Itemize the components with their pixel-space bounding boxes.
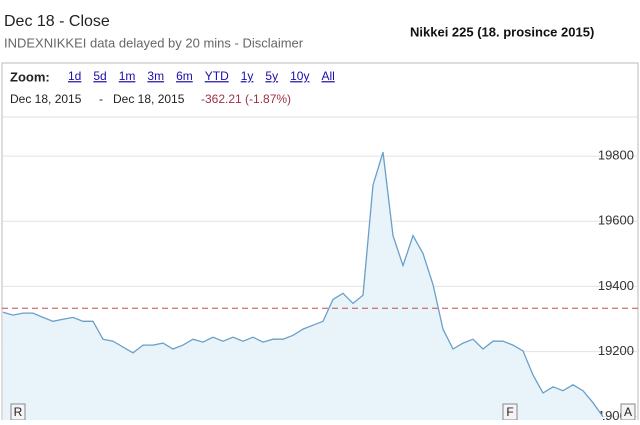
change: -362.21 (-1.87%) (201, 92, 291, 106)
close-label: Dec 18 - Close (4, 13, 110, 30)
zoom-option[interactable]: 1y (241, 69, 254, 83)
zoom-option[interactable]: 5d (93, 69, 106, 83)
zoom-label: Zoom: (10, 69, 50, 84)
y-tick-label: 19800 (598, 148, 634, 163)
flag[interactable]: F (506, 405, 513, 419)
zoom-option[interactable]: 1d (68, 69, 81, 83)
zoom-option[interactable]: YTD (205, 69, 229, 83)
price-line (2, 152, 604, 418)
zoom-option[interactable]: 1m (119, 69, 136, 83)
source-note: INDEXNIKKEI data delayed by 20 mins - Di… (4, 35, 304, 50)
caption: Nikkei 225 (18. prosince 2015) (410, 24, 594, 39)
zoom-option[interactable]: 5y (265, 69, 278, 83)
y-tick-label: 19400 (598, 278, 634, 293)
range-separator: - (99, 92, 103, 106)
y-tick-label: 19200 (598, 343, 634, 358)
flag[interactable]: R (14, 405, 23, 419)
zoom-option[interactable]: All (321, 69, 334, 83)
range-end: Dec 18, 2015 (113, 92, 185, 106)
zoom-options: 1d 5d 1m 3m 6m YTD 1y 5y 10y All (68, 69, 335, 83)
flag[interactable]: A (624, 405, 632, 419)
zoom-option[interactable]: 10y (290, 69, 309, 83)
zoom-option[interactable]: 3m (147, 69, 164, 83)
y-tick-label: 19600 (598, 213, 634, 228)
zoom-option[interactable]: 6m (176, 69, 193, 83)
range-start: Dec 18, 2015 (10, 92, 82, 106)
area (3, 152, 603, 420)
